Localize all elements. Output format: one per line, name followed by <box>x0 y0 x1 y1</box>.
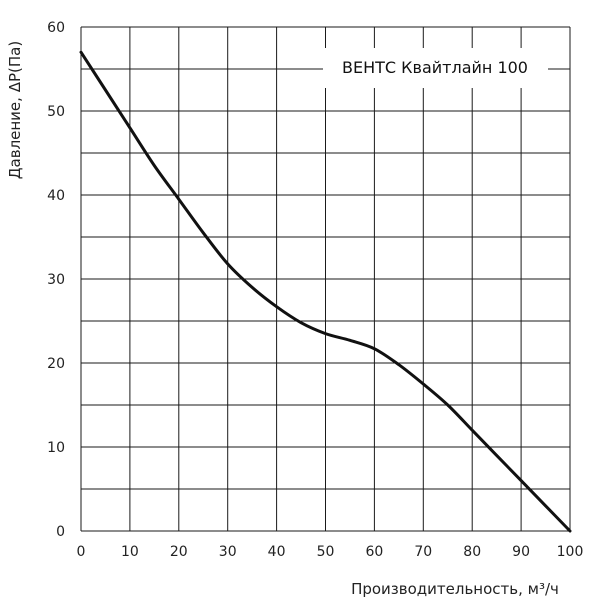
y-tick-label: 0 <box>56 524 65 540</box>
x-tick-label: 50 <box>317 544 335 560</box>
y-tick-labels: 0 10 20 30 40 50 60 <box>47 20 65 540</box>
y-tick-label: 30 <box>47 272 65 288</box>
y-axis-title: Давление, ΔP(Па) <box>6 41 24 179</box>
x-tick-label: 70 <box>414 544 432 560</box>
x-axis-title: Производительность, м³/ч <box>351 580 559 598</box>
series-line <box>79 50 572 533</box>
legend-label: ВЕНТС Квайтлайн 100 <box>342 58 528 77</box>
y-tick-label: 20 <box>47 356 65 372</box>
legend: ВЕНТС Квайтлайн 100 <box>323 48 548 88</box>
x-tick-label: 90 <box>512 544 530 560</box>
x-tick-label: 100 <box>557 544 584 560</box>
x-tick-label: 60 <box>365 544 383 560</box>
x-tick-label: 80 <box>463 544 481 560</box>
x-tick-label: 40 <box>268 544 286 560</box>
x-tick-label: 0 <box>77 544 86 560</box>
x-tick-label: 20 <box>170 544 188 560</box>
y-tick-label: 50 <box>47 104 65 120</box>
x-tick-label: 10 <box>121 544 139 560</box>
x-tick-label: 30 <box>219 544 237 560</box>
y-tick-label: 10 <box>47 440 65 456</box>
y-tick-label: 40 <box>47 188 65 204</box>
x-tick-labels: 0 10 20 30 40 50 60 70 80 90 100 <box>77 544 584 560</box>
grid <box>80 26 571 532</box>
legend-box <box>323 48 548 88</box>
y-tick-label: 60 <box>47 20 65 36</box>
